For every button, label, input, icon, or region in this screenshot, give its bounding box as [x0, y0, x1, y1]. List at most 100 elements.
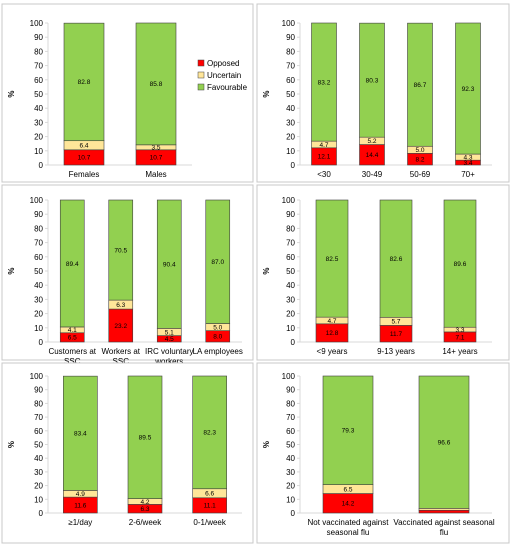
y-tick-label: 90	[34, 210, 43, 219]
y-tick-label: 30	[286, 118, 295, 127]
y-tick-label: 60	[34, 76, 43, 85]
y-tick-label: 30	[286, 468, 295, 477]
y-axis-label: %	[7, 90, 16, 97]
bar-favourable	[127, 375, 163, 499]
y-tick-label: 90	[286, 33, 295, 42]
data-label-uncertain: 3.3	[455, 327, 464, 334]
y-tick-label: 60	[286, 253, 295, 262]
category-label: 30-49	[362, 170, 383, 179]
y-tick-label: 30	[286, 295, 295, 304]
data-label-opposed: 14.4	[366, 152, 379, 159]
legend-swatch-uncertain	[197, 71, 205, 79]
data-label-opposed: 23.2	[114, 323, 127, 330]
data-label-opposed: 12.1	[318, 154, 331, 161]
data-label-opposed: 11.7	[390, 331, 403, 338]
panel-frame	[1, 3, 254, 183]
legend-swatch-favourable	[197, 83, 205, 91]
bar-favourable	[108, 199, 134, 301]
y-tick-label: 100	[30, 372, 44, 381]
y-tick-label: 40	[34, 104, 43, 113]
data-label-uncertain: 4.7	[319, 142, 328, 149]
bar-favourable	[59, 199, 85, 328]
data-label-favourable: 82.8	[78, 79, 91, 86]
y-tick-label: 40	[286, 104, 295, 113]
y-tick-label: 10	[286, 324, 295, 333]
category-label: Females	[69, 170, 100, 179]
y-tick-label: 40	[34, 454, 43, 463]
data-label-opposed: 8.2	[415, 156, 424, 163]
data-label-favourable: 83.4	[74, 431, 87, 438]
y-tick-label: 50	[286, 267, 295, 276]
data-label-uncertain: 5.0	[213, 324, 222, 331]
y-tick-label: 20	[286, 133, 295, 142]
y-axis-label: %	[7, 441, 16, 448]
y-tick-label: 20	[34, 310, 43, 319]
data-label-opposed: 3.4	[463, 160, 472, 167]
data-label-favourable: 90.4	[163, 261, 176, 268]
category-label: Not vaccinated against seasonal flu	[308, 518, 390, 537]
data-label-opposed: 7.1	[455, 334, 464, 341]
bar-favourable	[315, 199, 349, 318]
y-tick-label: 30	[34, 468, 43, 477]
y-tick-label: 10	[286, 147, 295, 156]
data-label-opposed: 11.1	[204, 503, 217, 510]
category-label: LA employees	[193, 347, 243, 356]
y-tick-label: 10	[34, 495, 43, 504]
y-tick-label: 0	[291, 509, 296, 518]
y-tick-label: 60	[34, 427, 43, 436]
data-label-uncertain: 4.9	[76, 491, 85, 498]
data-label-favourable: 82.6	[390, 256, 403, 263]
chart-panel-4: 0 10 20 30 40 50 60 70 80 90 100% 12.8 4.7 82.5 <9 yea…	[256, 184, 510, 361]
y-tick-label: 0	[291, 161, 296, 170]
y-tick-label: 60	[286, 76, 295, 85]
y-tick-label: 40	[34, 281, 43, 290]
data-label-uncertain: 4.3	[463, 154, 472, 161]
data-label-favourable: 89.5	[139, 435, 152, 442]
y-tick-label: 80	[286, 399, 295, 408]
category-label: 50-69	[410, 170, 431, 179]
chart-panel-1: 0 10 20 30 40 50 60 70 80 90 100% 10.7 6.4 82.8 Female…	[1, 3, 254, 183]
y-tick-label: 80	[286, 224, 295, 233]
y-axis-label: %	[7, 267, 16, 274]
y-tick-label: 80	[34, 47, 43, 56]
y-tick-label: 0	[291, 338, 296, 347]
data-label-favourable: 87.0	[211, 259, 224, 266]
y-axis-label: %	[262, 267, 271, 274]
data-label-favourable: 92.3	[462, 86, 475, 93]
chart-panel-3: 0 10 20 30 40 50 60 70 80 90 100% 6.54.1 89.4 Custome…	[1, 184, 254, 366]
y-tick-label: 40	[286, 281, 295, 290]
category-label: 9-13 years	[377, 347, 415, 356]
legend-label-uncertain: Uncertain	[207, 71, 241, 80]
chart-panel-2: 0 10 20 30 40 50 60 70 80 90 100% 12.1 4.7 83.2 <30 14.…	[256, 3, 510, 183]
y-tick-label: 100	[30, 196, 44, 205]
data-label-favourable: 70.5	[114, 247, 127, 254]
data-label-uncertain: 4.1	[68, 327, 77, 334]
category-label: ≥1/day	[68, 518, 92, 527]
data-label-uncertain: 5.0	[415, 147, 424, 154]
data-label-uncertain: 4.2	[140, 499, 149, 506]
data-label-favourable: 80.3	[366, 77, 379, 84]
y-tick-label: 90	[286, 210, 295, 219]
bar-favourable	[63, 22, 105, 142]
bar-favourable	[63, 375, 98, 491]
y-axis-label: %	[262, 441, 271, 448]
bar-favourable	[322, 375, 374, 485]
data-label-opposed: 14.2	[342, 501, 355, 508]
y-tick-label: 30	[34, 295, 43, 304]
y-tick-label: 90	[34, 33, 43, 42]
y-tick-label: 50	[286, 441, 295, 450]
y-tick-label: 70	[34, 413, 43, 422]
y-tick-label: 70	[34, 62, 43, 71]
data-label-favourable: 82.3	[203, 430, 216, 437]
bar-favourable	[455, 22, 481, 155]
y-tick-label: 80	[286, 47, 295, 56]
bar-favourable	[443, 199, 477, 328]
y-tick-label: 0	[39, 509, 44, 518]
y-tick-label: 20	[286, 310, 295, 319]
data-label-opposed: 4.5	[165, 336, 174, 343]
data-label-opposed: 6.5	[68, 335, 77, 342]
category-label: 2-6/week	[129, 518, 162, 527]
y-tick-label: 70	[286, 62, 295, 71]
data-label-uncertain: 6.5	[343, 486, 352, 493]
data-label-favourable: 89.6	[454, 261, 467, 268]
